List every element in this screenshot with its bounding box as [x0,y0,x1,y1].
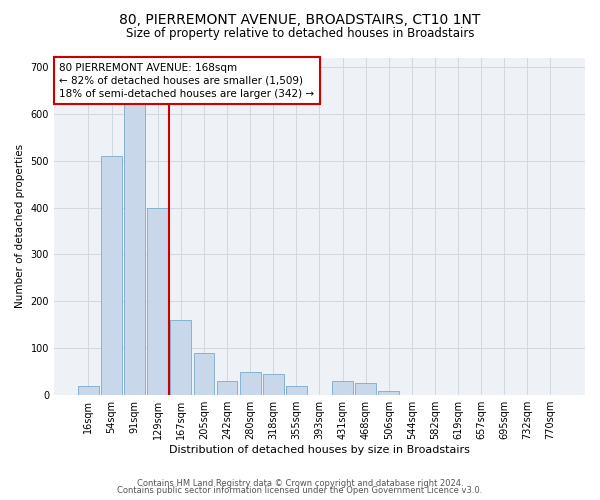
Bar [194,353,214,395]
Text: Size of property relative to detached houses in Broadstairs: Size of property relative to detached ho… [126,28,474,40]
Text: Contains HM Land Registry data © Crown copyright and database right 2024.: Contains HM Land Registry data © Crown c… [137,478,463,488]
Bar [332,381,353,395]
Bar [355,384,376,395]
Bar [217,381,238,395]
Bar [78,386,99,395]
Bar [124,100,145,395]
Bar [379,392,399,395]
Bar [101,156,122,395]
Bar [240,372,260,395]
Bar [148,208,168,395]
Text: Contains public sector information licensed under the Open Government Licence v3: Contains public sector information licen… [118,486,482,495]
Text: 80 PIERREMONT AVENUE: 168sqm
← 82% of detached houses are smaller (1,509)
18% of: 80 PIERREMONT AVENUE: 168sqm ← 82% of de… [59,62,314,99]
Text: 80, PIERREMONT AVENUE, BROADSTAIRS, CT10 1NT: 80, PIERREMONT AVENUE, BROADSTAIRS, CT10… [119,12,481,26]
Bar [170,320,191,395]
Y-axis label: Number of detached properties: Number of detached properties [15,144,25,308]
Bar [263,374,284,395]
X-axis label: Distribution of detached houses by size in Broadstairs: Distribution of detached houses by size … [169,445,470,455]
Bar [286,386,307,395]
